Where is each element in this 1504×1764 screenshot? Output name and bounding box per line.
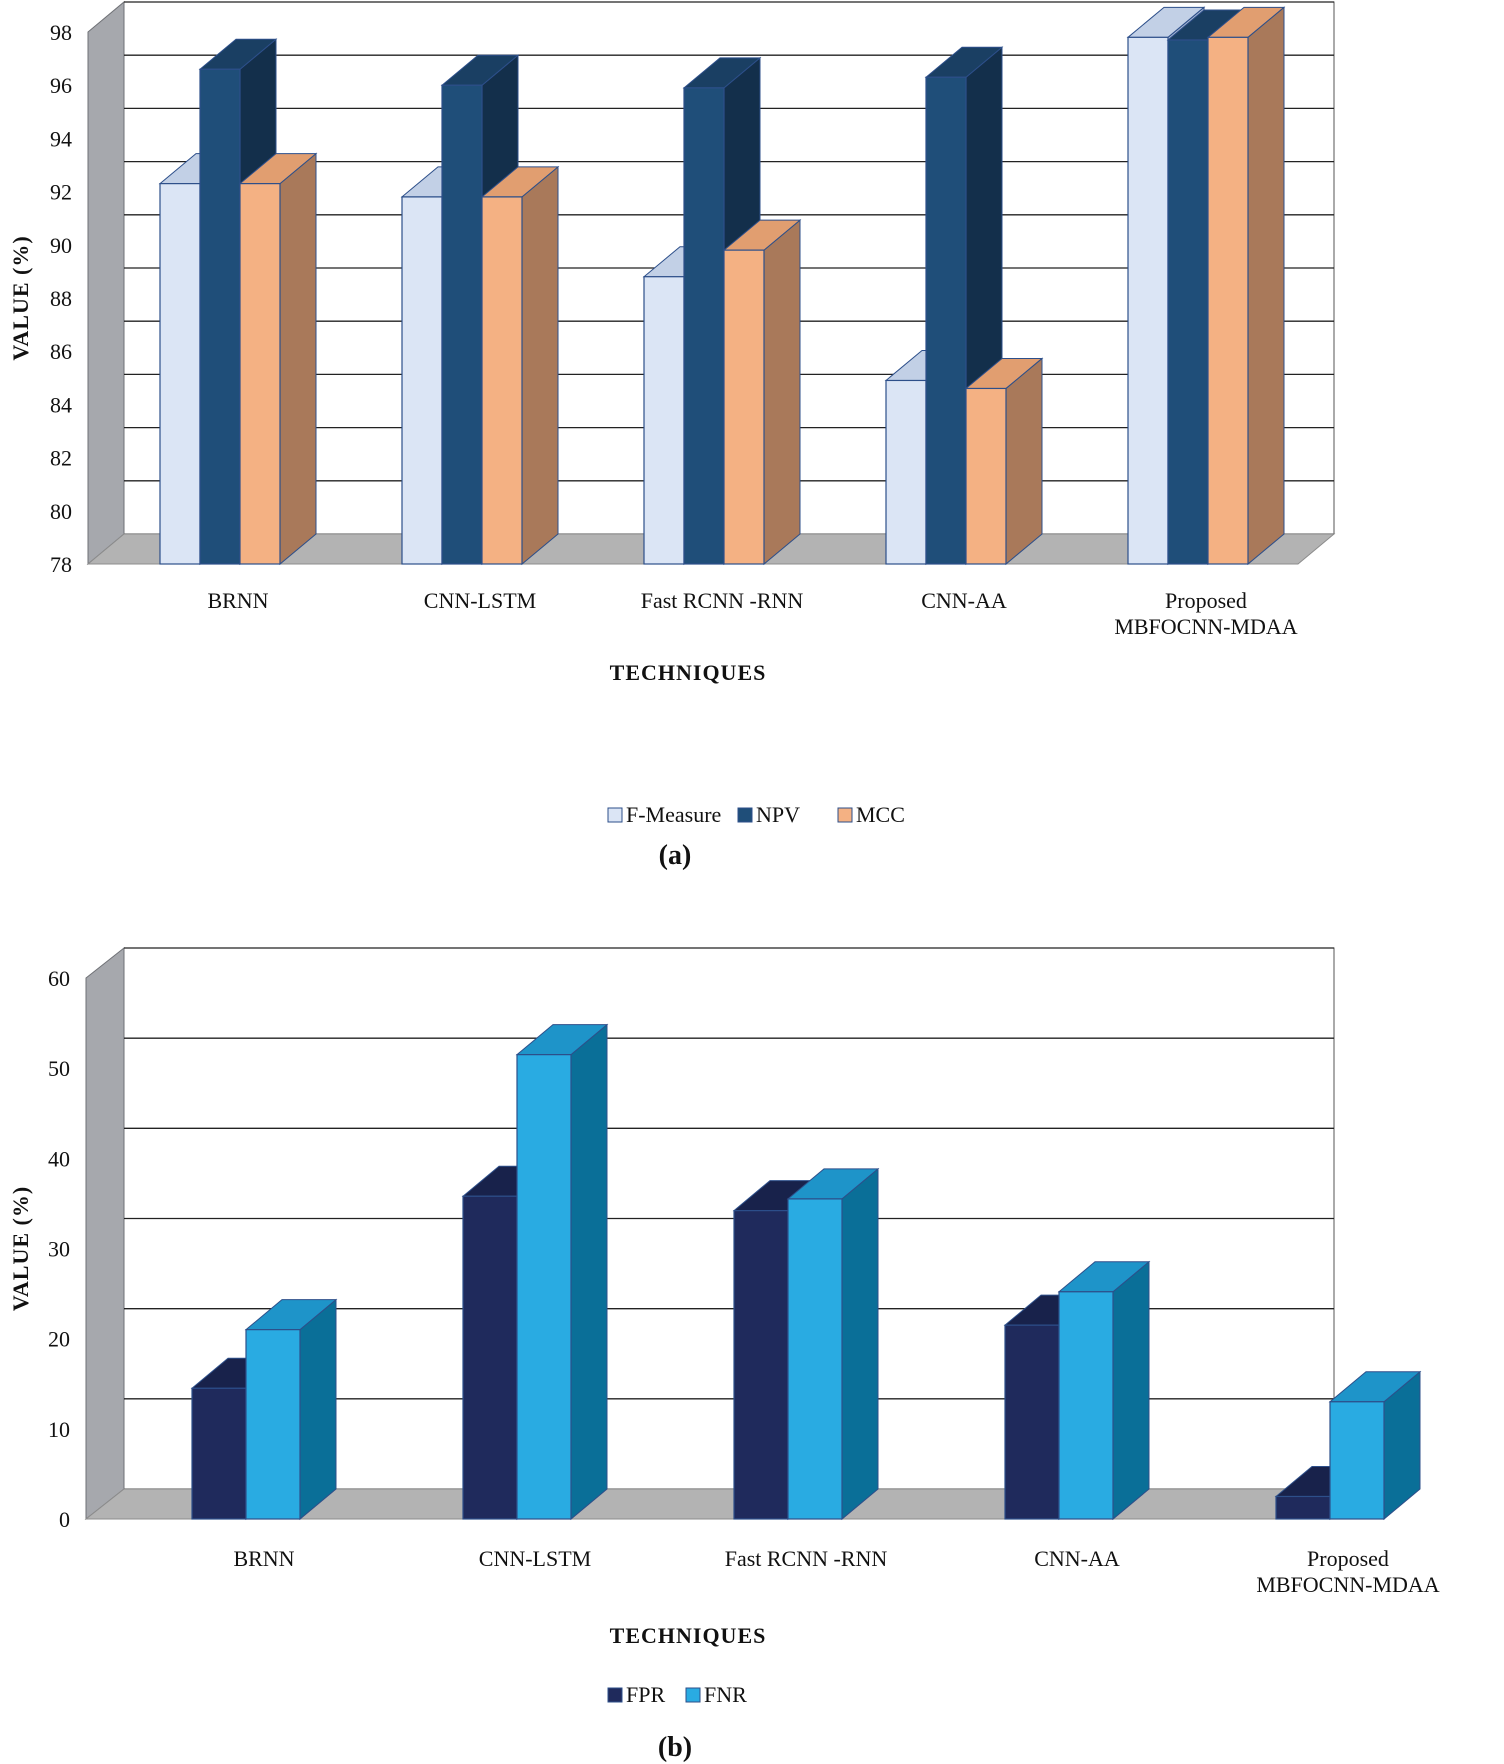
bar-fnr-4 [1328, 1370, 1422, 1521]
bar-side [1247, 6, 1285, 566]
bar-front [401, 196, 443, 565]
bar-front [191, 1387, 247, 1520]
y-tick-label: 78 [50, 552, 72, 577]
bar-front [239, 183, 281, 565]
y-tick-label: 60 [48, 966, 70, 991]
bar-front [1058, 1291, 1114, 1520]
category-label: Fast RCNN -RNN [641, 588, 804, 613]
x-axis-title: TECHNIQUES [610, 1623, 767, 1648]
bar-front [683, 87, 725, 565]
bar-front [481, 196, 523, 565]
bar-front [1329, 1401, 1385, 1520]
category-label: CNN-AA [921, 588, 1007, 613]
bar-side [763, 219, 801, 566]
legend-label: FPR [626, 1682, 665, 1707]
bar-side [841, 1167, 879, 1521]
y-tick-label: 96 [50, 73, 72, 98]
y-tick-label: 80 [50, 499, 72, 524]
bar-fnr-3 [1057, 1260, 1151, 1521]
category-label: CNN-AA [1034, 1546, 1120, 1571]
chart-b: 0 10 20 30 40 50 60 BRNN CNN-LSTM Fast RCNN -RNN C… [8, 946, 1440, 1763]
bar-front [925, 76, 967, 565]
y-axis-title: VALUE (%) [8, 235, 33, 360]
category-label: MBFOCNN-MDAA [1114, 614, 1297, 639]
bar-mcc-2 [722, 219, 802, 566]
legend-swatch-f-measure [607, 807, 623, 823]
category-label: BRNN [233, 1546, 294, 1571]
y-tick-label: 90 [50, 233, 72, 258]
legend-label: FNR [704, 1682, 747, 1707]
bar-mcc-4 [1206, 6, 1286, 566]
category-label: CNN-LSTM [479, 1546, 591, 1571]
bar-fnr-1 [515, 1023, 609, 1521]
bar-side [570, 1023, 608, 1521]
bar-front [1207, 36, 1249, 565]
y-tick-label: 10 [48, 1417, 70, 1442]
x-axis-title: TECHNIQUES [610, 660, 767, 685]
y-tick-label: 84 [50, 392, 72, 417]
y-tick-label: 94 [50, 126, 72, 151]
category-label: Proposed [1165, 588, 1247, 613]
category-label: Proposed [1307, 1546, 1389, 1571]
bar-side [521, 165, 559, 566]
y-tick-label: 40 [48, 1146, 70, 1171]
bar-mcc-1 [480, 165, 560, 566]
bar-front [245, 1329, 301, 1520]
y-tick-label: 30 [48, 1237, 70, 1262]
bar-fnr-2 [786, 1167, 880, 1521]
legend-label: MCC [856, 802, 905, 827]
bar-front [1275, 1495, 1331, 1520]
y-tick-label: 0 [59, 1507, 70, 1532]
category-label: BRNN [207, 588, 268, 613]
y-tick-label: 82 [50, 446, 72, 471]
category-label: CNN-LSTM [424, 588, 536, 613]
panel-label: (b) [658, 1732, 692, 1763]
bar-front [723, 249, 765, 565]
bar-front [1167, 39, 1209, 565]
chart-a: 78 80 82 84 86 88 90 92 94 96 98 BRNN CNN-LSTM Fast R… [8, 0, 1336, 871]
category-label: Fast RCNN -RNN [725, 1546, 888, 1571]
bar-side [1112, 1260, 1150, 1521]
bar-front [1127, 36, 1169, 565]
bar-fnr-0 [244, 1298, 338, 1521]
legend-swatch-fnr [685, 1687, 701, 1703]
bar-front [462, 1195, 518, 1520]
bar-front [885, 379, 927, 565]
y-tick-label: 98 [50, 20, 72, 45]
bar-front [516, 1054, 572, 1520]
legend-label: NPV [756, 802, 800, 827]
bar-front [1004, 1324, 1060, 1520]
bar-side [279, 152, 317, 566]
bar-mcc-3 [964, 357, 1044, 566]
bar-front [733, 1210, 789, 1520]
y-tick-label: 50 [48, 1056, 70, 1081]
bar-side [299, 1298, 337, 1521]
legend-swatch-fpr [607, 1687, 623, 1703]
y-tick-label: 92 [50, 180, 72, 205]
bar-front [643, 276, 685, 565]
bar-front [441, 84, 483, 565]
legend-label: F-Measure [626, 802, 721, 827]
y-tick-label: 20 [48, 1327, 70, 1352]
bar-front [787, 1198, 843, 1520]
category-label: MBFOCNN-MDAA [1256, 1572, 1439, 1597]
side-wall [85, 946, 125, 1521]
legend-swatch-npv [737, 807, 753, 823]
legend-swatch-mcc [837, 807, 853, 823]
bar-front [965, 387, 1007, 565]
y-tick-label: 86 [50, 339, 72, 364]
bar-mcc-0 [238, 152, 318, 566]
panel-label: (a) [659, 840, 692, 871]
y-tick-label: 88 [50, 286, 72, 311]
y-axis-title: VALUE (%) [8, 1186, 33, 1311]
bar-front [199, 68, 241, 565]
side-wall [87, 0, 125, 566]
bar-front [159, 183, 201, 565]
bar-side [1005, 357, 1043, 566]
